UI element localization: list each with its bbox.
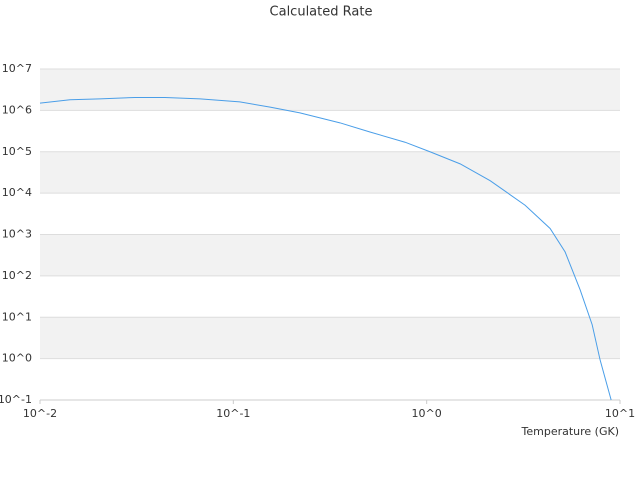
x-tick-label: 10^1 (605, 407, 635, 420)
x-tick-label: 10^0 (412, 407, 442, 420)
band (40, 69, 620, 111)
x-tick-label: 10^-2 (23, 407, 57, 420)
y-tick-label: 10^4 (2, 186, 32, 199)
chart-title: Calculated Rate (270, 5, 373, 20)
y-tick-label: 10^3 (2, 228, 32, 241)
y-tick-label: 10^6 (2, 103, 32, 116)
band (40, 317, 620, 359)
y-tick-label: 10^0 (2, 352, 32, 365)
y-tick-label: 10^5 (2, 145, 32, 158)
y-tick-label: 10^7 (2, 62, 32, 75)
band (40, 151, 620, 194)
y-tick-label: 10^2 (2, 269, 32, 282)
y-tick-label: 10^-1 (0, 393, 32, 406)
data-line (39, 96, 612, 401)
x-tick-label: 10^-1 (216, 407, 250, 420)
x-axis-label: Temperature (GK) (521, 425, 620, 438)
y-tick-label: 10^1 (2, 310, 32, 323)
band (40, 234, 620, 276)
